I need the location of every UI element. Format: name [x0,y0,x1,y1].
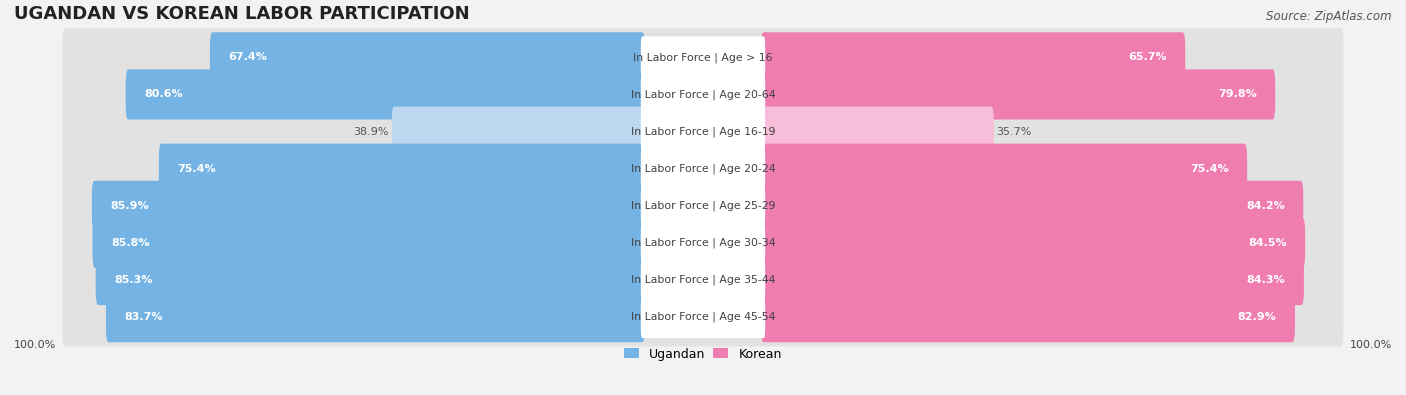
FancyBboxPatch shape [761,181,1303,231]
FancyBboxPatch shape [641,296,765,338]
Text: In Labor Force | Age 35-44: In Labor Force | Age 35-44 [631,275,775,285]
FancyBboxPatch shape [62,102,1344,161]
FancyBboxPatch shape [641,148,765,190]
FancyBboxPatch shape [641,185,765,227]
Text: 85.9%: 85.9% [111,201,149,211]
Text: 67.4%: 67.4% [228,53,267,62]
FancyBboxPatch shape [62,65,1344,124]
Text: 83.7%: 83.7% [124,312,163,322]
Text: 35.7%: 35.7% [997,126,1032,137]
FancyBboxPatch shape [761,218,1305,268]
Text: In Labor Force | Age 20-64: In Labor Force | Age 20-64 [631,89,775,100]
FancyBboxPatch shape [105,292,645,342]
Text: 79.8%: 79.8% [1218,89,1257,100]
Text: 82.9%: 82.9% [1237,312,1277,322]
FancyBboxPatch shape [392,107,645,157]
Text: 100.0%: 100.0% [14,340,56,350]
FancyBboxPatch shape [93,218,645,268]
Text: 75.4%: 75.4% [177,164,217,174]
FancyBboxPatch shape [761,255,1303,305]
FancyBboxPatch shape [641,222,765,264]
Text: In Labor Force | Age 20-24: In Labor Force | Age 20-24 [631,164,775,174]
FancyBboxPatch shape [91,181,645,231]
FancyBboxPatch shape [761,107,994,157]
Text: 84.5%: 84.5% [1249,238,1286,248]
FancyBboxPatch shape [96,255,645,305]
FancyBboxPatch shape [761,292,1295,342]
FancyBboxPatch shape [641,73,765,115]
FancyBboxPatch shape [62,288,1344,346]
Text: 75.4%: 75.4% [1189,164,1229,174]
FancyBboxPatch shape [159,144,645,194]
FancyBboxPatch shape [62,28,1344,87]
Text: 85.8%: 85.8% [111,238,149,248]
Text: 84.2%: 84.2% [1246,201,1285,211]
Text: In Labor Force | Age 45-54: In Labor Force | Age 45-54 [631,312,775,322]
FancyBboxPatch shape [641,36,765,78]
Text: 84.3%: 84.3% [1247,275,1285,285]
FancyBboxPatch shape [62,139,1344,198]
Text: Source: ZipAtlas.com: Source: ZipAtlas.com [1267,10,1392,23]
FancyBboxPatch shape [62,251,1344,309]
Text: In Labor Force | Age 30-34: In Labor Force | Age 30-34 [631,238,775,248]
Legend: Ugandan, Korean: Ugandan, Korean [624,348,782,361]
FancyBboxPatch shape [641,259,765,301]
FancyBboxPatch shape [761,70,1275,120]
FancyBboxPatch shape [761,144,1247,194]
FancyBboxPatch shape [209,32,645,83]
Text: In Labor Force | Age 25-29: In Labor Force | Age 25-29 [631,201,775,211]
Text: 100.0%: 100.0% [1350,340,1392,350]
FancyBboxPatch shape [641,111,765,152]
Text: 65.7%: 65.7% [1128,53,1167,62]
FancyBboxPatch shape [62,214,1344,272]
Text: 85.3%: 85.3% [114,275,153,285]
Text: In Labor Force | Age > 16: In Labor Force | Age > 16 [633,52,773,62]
FancyBboxPatch shape [125,70,645,120]
FancyBboxPatch shape [761,32,1185,83]
Text: UGANDAN VS KOREAN LABOR PARTICIPATION: UGANDAN VS KOREAN LABOR PARTICIPATION [14,5,470,23]
Text: 80.6%: 80.6% [145,89,183,100]
Text: 38.9%: 38.9% [354,126,389,137]
FancyBboxPatch shape [62,177,1344,235]
Text: In Labor Force | Age 16-19: In Labor Force | Age 16-19 [631,126,775,137]
